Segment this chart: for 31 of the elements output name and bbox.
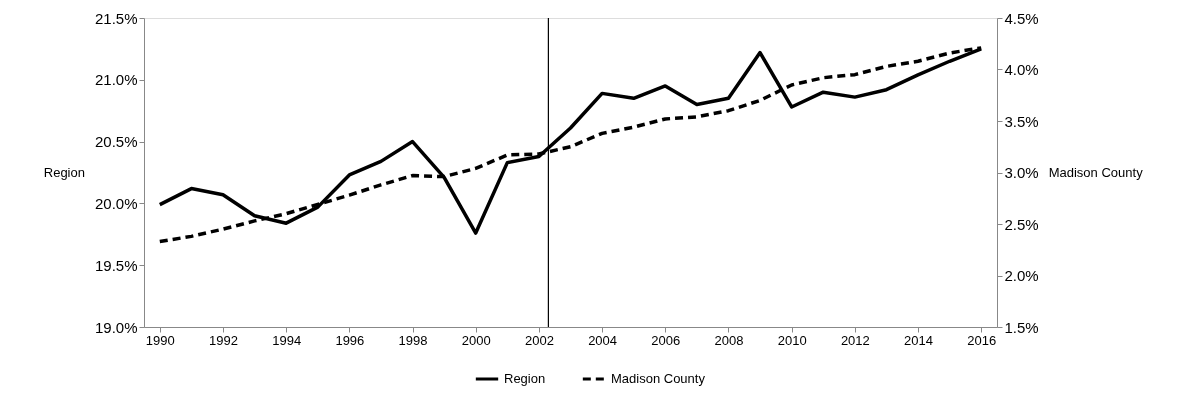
legend-label: Madison County [611, 371, 706, 386]
y2-tick-label: 2.5% [1004, 215, 1039, 233]
y2-tick-label: 1.5% [1004, 318, 1039, 336]
x-tick-label: 2016 [967, 332, 997, 348]
y-tick-label: 20.5% [94, 133, 138, 151]
x-tick-label: 2004 [588, 332, 618, 348]
x-tick-label: 2012 [840, 332, 870, 348]
x-tick-label: 2010 [777, 332, 807, 348]
x-tick-label: 1994 [272, 332, 302, 348]
y-tick-label: 19.5% [94, 256, 138, 274]
x-tick-label: 2002 [524, 332, 554, 348]
y-axis-title: Region [43, 165, 85, 180]
x-tick-label: 1998 [398, 332, 428, 348]
x-tick-label: 2008 [714, 332, 744, 348]
legend-label: Region [504, 371, 546, 386]
x-tick-label: 1990 [145, 332, 175, 348]
y2-tick-label: 2.0% [1004, 267, 1039, 284]
y2-tick-label: 3.5% [1004, 112, 1039, 130]
y2-axis-title: Madison County [1048, 165, 1144, 180]
x-tick-label: 2000 [461, 332, 491, 348]
y-tick-label: 21.0% [94, 71, 138, 89]
y2-tick-label: 3.0% [1004, 164, 1039, 181]
y-tick-label: 20.0% [94, 194, 138, 212]
y2-tick-label: 4.0% [1004, 61, 1039, 78]
x-tick-label: 2014 [904, 332, 933, 348]
y2-tick-label: 4.5% [1004, 9, 1039, 27]
y-tick-label: 19.0% [94, 318, 138, 336]
y-tick-label: 21.5% [94, 9, 138, 27]
x-tick-label: 1992 [209, 332, 238, 348]
x-tick-label: 2006 [651, 332, 681, 348]
x-tick-label: 1996 [335, 332, 365, 348]
